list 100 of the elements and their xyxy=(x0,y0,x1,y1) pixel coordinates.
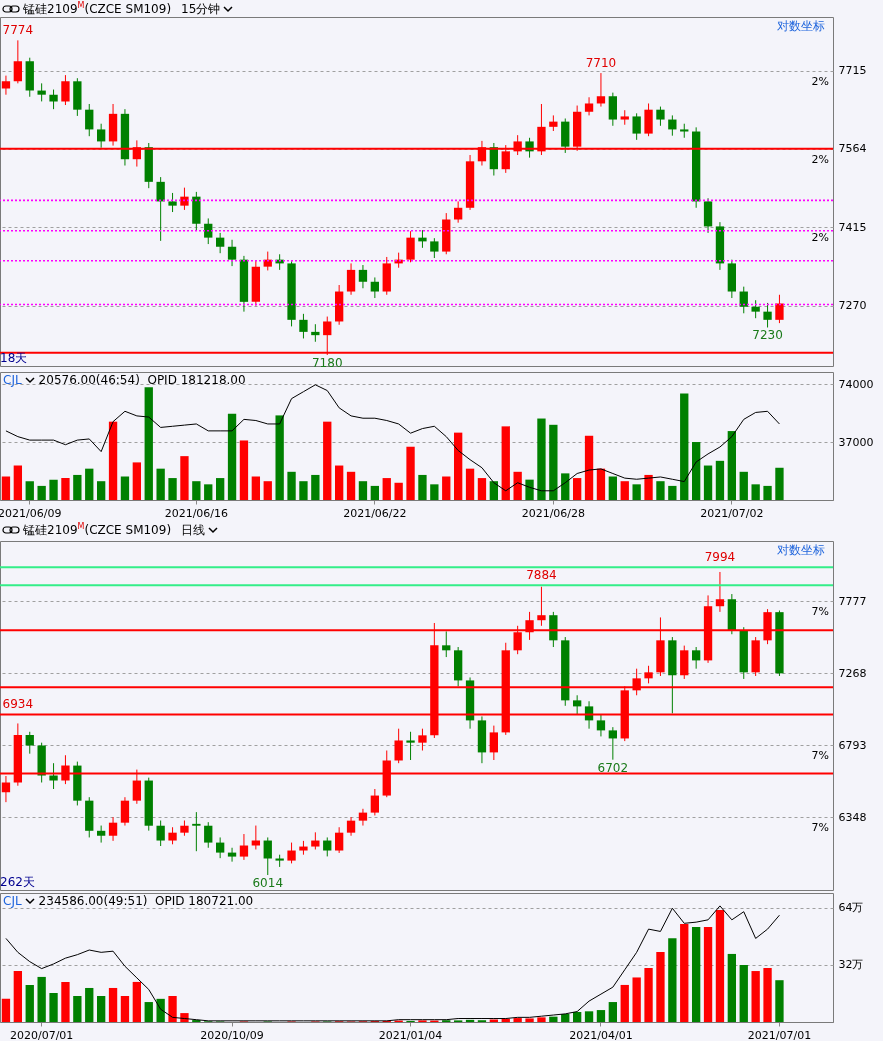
bar xyxy=(751,971,760,1022)
candlestick xyxy=(334,826,344,854)
candlestick xyxy=(691,646,701,670)
bar xyxy=(108,421,118,500)
bar xyxy=(703,465,713,500)
candlestick xyxy=(394,728,403,764)
bar xyxy=(49,479,58,500)
candlestick xyxy=(632,112,641,141)
bar xyxy=(644,474,653,500)
bar xyxy=(691,927,701,1022)
y-tick-label: 7415 xyxy=(838,220,867,234)
x-tick-label: 2021/06/28 xyxy=(521,506,586,520)
candlestick xyxy=(323,836,332,857)
bar xyxy=(537,418,546,500)
candlestick xyxy=(287,842,296,864)
bar xyxy=(287,471,296,500)
candlestick xyxy=(96,123,106,149)
bar xyxy=(25,481,34,500)
bar xyxy=(763,485,772,500)
candlestick xyxy=(418,728,427,752)
bar xyxy=(168,478,177,500)
bar xyxy=(620,481,629,500)
bar xyxy=(61,981,70,1022)
bar xyxy=(132,462,142,500)
bar xyxy=(180,456,189,500)
annotation: 20576.00(46:54) OPID 181218.00 xyxy=(38,373,246,387)
text: 7884 xyxy=(526,568,557,583)
bar xyxy=(1,476,11,500)
bar xyxy=(263,481,272,500)
bar xyxy=(608,476,618,500)
x-tick-label: 2020/10/09 xyxy=(200,1028,264,1041)
bar xyxy=(680,924,689,1022)
annotation: 262天 xyxy=(0,874,35,891)
bar xyxy=(394,482,403,500)
annotation: 对数坐标 xyxy=(776,18,825,35)
bar xyxy=(120,476,130,500)
candlestick xyxy=(156,176,165,242)
bar xyxy=(549,1016,558,1022)
bar xyxy=(61,478,70,500)
bar xyxy=(96,481,106,500)
candlestick xyxy=(370,276,380,299)
bar xyxy=(644,968,653,1022)
bar xyxy=(668,938,677,1022)
candlestick xyxy=(215,232,225,254)
annotation: CJL xyxy=(3,373,22,387)
bar xyxy=(311,474,320,500)
candlestick xyxy=(715,571,725,613)
bar xyxy=(763,968,772,1022)
x-tick-label: 2021/06/16 xyxy=(164,506,229,520)
text: 7710 xyxy=(585,56,617,71)
bar xyxy=(668,485,677,500)
candlestick xyxy=(608,726,618,761)
bar xyxy=(323,421,332,500)
bar xyxy=(656,481,665,500)
bar xyxy=(632,484,641,500)
candlestick xyxy=(489,725,499,761)
annotation: CJL xyxy=(3,894,22,908)
candlestick xyxy=(596,72,606,108)
bar xyxy=(382,478,391,500)
bar xyxy=(489,481,499,500)
bar xyxy=(453,432,463,500)
annotation: 对数坐标 xyxy=(777,543,825,557)
candlestick xyxy=(49,762,58,790)
chart-subtitle: 日线 xyxy=(181,521,206,539)
bar xyxy=(73,474,82,500)
text: 6934 xyxy=(2,697,34,712)
candlestick xyxy=(263,836,272,876)
chart-title: 锰硅2109$^{M}$(CZCE SM109) xyxy=(23,521,172,539)
candlestick xyxy=(537,586,546,627)
text: 6014 xyxy=(252,876,284,891)
candlestick xyxy=(49,89,58,110)
y-tick-label: 6348 xyxy=(838,810,867,824)
candlestick xyxy=(204,821,213,849)
y-tick-label: 7564 xyxy=(838,142,867,156)
bar xyxy=(1,998,11,1022)
annotation: 7% xyxy=(811,821,829,835)
bar xyxy=(465,468,475,500)
bar xyxy=(25,984,34,1022)
bar xyxy=(739,964,748,1022)
candlestick xyxy=(1,75,11,96)
bar xyxy=(346,471,356,500)
bar xyxy=(215,478,225,500)
candlestick xyxy=(120,796,130,827)
candlestick xyxy=(370,788,380,816)
bar xyxy=(596,1010,606,1022)
annotation: 7% xyxy=(811,749,829,763)
text: 6702 xyxy=(597,760,629,775)
bar xyxy=(715,460,725,500)
bar xyxy=(144,387,153,500)
bar xyxy=(501,426,510,500)
bar xyxy=(120,995,130,1022)
bar xyxy=(13,465,23,500)
bar xyxy=(73,995,82,1022)
candlestick xyxy=(358,808,368,827)
bar xyxy=(561,1013,570,1022)
bar xyxy=(37,485,46,500)
y-tick-label: 7270 xyxy=(838,299,867,313)
candlestick xyxy=(644,102,653,137)
bar xyxy=(251,476,261,500)
y-tick-label: 7777 xyxy=(838,594,867,608)
